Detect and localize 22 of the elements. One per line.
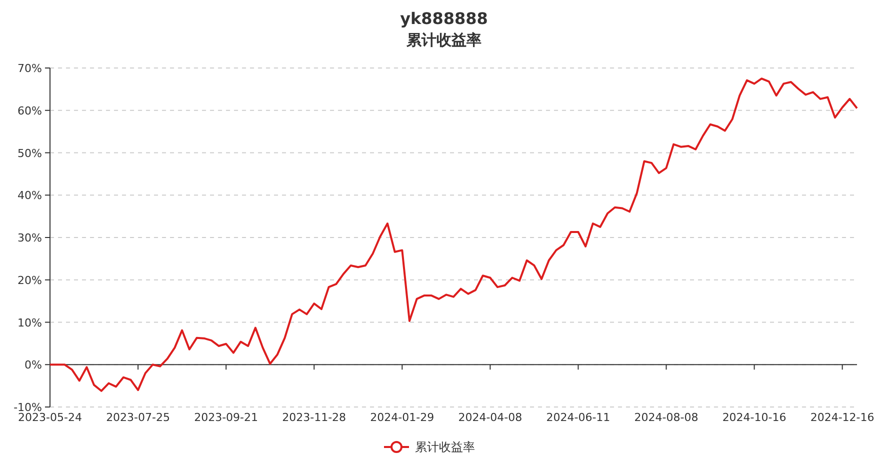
chart-subtitle: 累计收益率 [406,31,482,49]
y-tick-label: 60% [18,104,42,118]
y-tick-label: 20% [18,274,42,287]
y-tick-label: 0% [24,358,42,372]
y-tick-label: 40% [18,189,42,202]
y-tick-label: 30% [18,232,42,244]
x-tick-label: 2024-10-16 [722,411,786,424]
y-tick-label: 70% [18,62,42,75]
x-tick-label: 2024-04-08 [458,411,522,424]
y-tick-label: 50% [18,146,42,160]
x-tick-label: 2024-08-08 [634,411,698,424]
legend-label: 累计收益率 [415,440,475,454]
y-tick-label: 10% [18,316,42,330]
x-tick-label: 2023-07-25 [106,411,170,424]
x-tick-label: 2023-05-24 [18,411,82,424]
x-tick-label: 2024-06-11 [546,411,610,424]
x-tick-label: 2023-11-28 [282,411,346,424]
x-tick-label: 2024-01-29 [370,411,434,424]
chart-title: yk888888 [400,9,488,28]
y-tick-label: -10% [14,401,42,414]
x-tick-label: 2023-09-21 [194,411,258,424]
x-tick-label: 2024-12-16 [810,411,874,424]
